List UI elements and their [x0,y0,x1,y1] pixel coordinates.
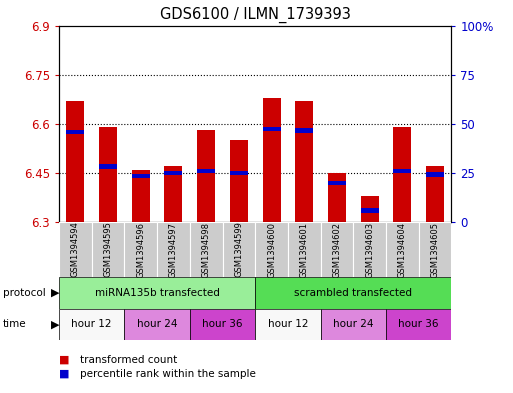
FancyBboxPatch shape [419,222,451,277]
Bar [165,166,183,222]
Bar [132,174,150,178]
Text: GSM1394595: GSM1394595 [104,222,112,277]
FancyBboxPatch shape [386,309,451,340]
Text: hour 36: hour 36 [399,319,439,329]
FancyBboxPatch shape [386,222,419,277]
Bar [295,101,313,222]
FancyBboxPatch shape [190,222,223,277]
FancyBboxPatch shape [157,222,190,277]
Text: GSM1394601: GSM1394601 [300,222,309,277]
Bar [426,173,444,177]
Text: GSM1394604: GSM1394604 [398,222,407,277]
Title: GDS6100 / ILMN_1739393: GDS6100 / ILMN_1739393 [160,7,351,23]
Text: hour 36: hour 36 [202,319,243,329]
Bar [230,140,248,222]
FancyBboxPatch shape [223,222,255,277]
Text: hour 24: hour 24 [137,319,177,329]
FancyBboxPatch shape [124,222,157,277]
Text: hour 12: hour 12 [268,319,308,329]
Text: GSM1394602: GSM1394602 [332,222,342,277]
Text: GSM1394600: GSM1394600 [267,222,276,277]
Text: ■: ■ [59,354,69,365]
Text: ■: ■ [59,369,69,379]
Bar [66,101,84,222]
Text: hour 24: hour 24 [333,319,373,329]
Bar [99,164,117,169]
Text: GSM1394594: GSM1394594 [71,222,80,277]
FancyBboxPatch shape [59,277,255,309]
Bar [165,171,183,175]
FancyBboxPatch shape [92,222,124,277]
Bar [328,180,346,185]
Text: scrambled transfected: scrambled transfected [294,288,412,298]
Text: GSM1394598: GSM1394598 [202,222,211,277]
Text: ▶: ▶ [51,319,60,329]
Bar [197,130,215,222]
Bar [230,171,248,175]
Bar [132,170,150,222]
Text: protocol: protocol [3,288,45,298]
FancyBboxPatch shape [321,309,386,340]
Text: GSM1394603: GSM1394603 [365,222,374,277]
Bar [361,196,379,222]
FancyBboxPatch shape [255,222,288,277]
FancyBboxPatch shape [59,222,92,277]
Bar [393,169,411,173]
FancyBboxPatch shape [59,309,124,340]
Bar [295,128,313,132]
FancyBboxPatch shape [255,277,451,309]
Text: ▶: ▶ [51,288,60,298]
FancyBboxPatch shape [288,222,321,277]
Text: hour 12: hour 12 [71,319,112,329]
Bar [361,208,379,213]
Bar [263,127,281,131]
Bar [263,97,281,222]
Bar [66,130,84,134]
Text: GSM1394605: GSM1394605 [430,222,440,277]
Text: GSM1394597: GSM1394597 [169,222,178,277]
Bar [426,166,444,222]
Text: GSM1394596: GSM1394596 [136,222,145,277]
FancyBboxPatch shape [190,309,255,340]
Text: miRNA135b transfected: miRNA135b transfected [95,288,220,298]
Bar [197,169,215,173]
FancyBboxPatch shape [255,309,321,340]
FancyBboxPatch shape [353,222,386,277]
Text: percentile rank within the sample: percentile rank within the sample [80,369,255,379]
Text: time: time [3,319,26,329]
Bar [393,127,411,222]
Text: transformed count: transformed count [80,354,177,365]
FancyBboxPatch shape [321,222,353,277]
Bar [99,127,117,222]
Bar [328,173,346,222]
Text: GSM1394599: GSM1394599 [234,222,243,277]
FancyBboxPatch shape [124,309,190,340]
